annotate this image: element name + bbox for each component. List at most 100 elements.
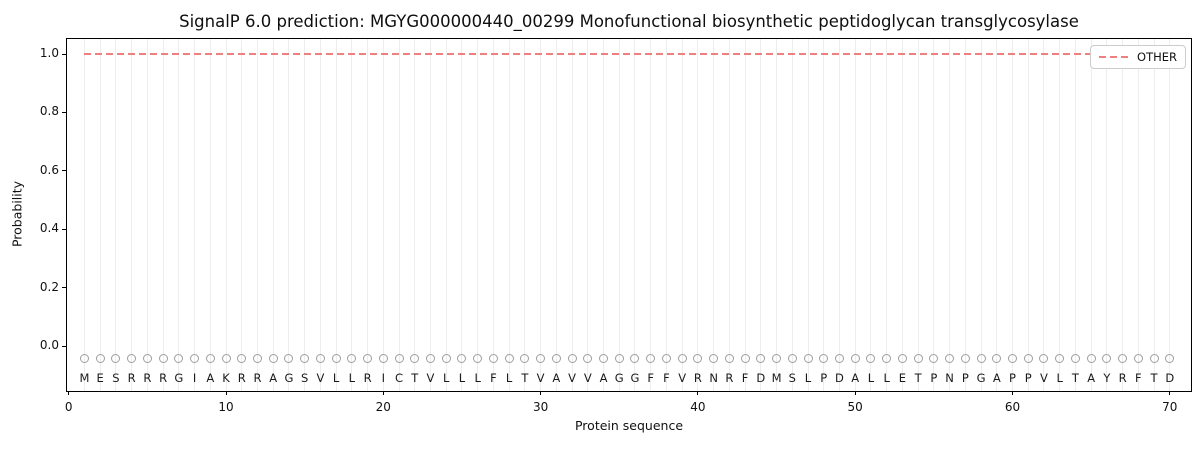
residue-marker-circle — [425, 353, 435, 363]
gridline — [1012, 39, 1013, 391]
residue-letter: K — [222, 371, 230, 385]
gridline — [319, 39, 321, 391]
residue-marker-circle — [268, 353, 278, 363]
gridline — [131, 39, 133, 391]
residue-marker-circle — [1118, 353, 1128, 363]
gridline — [382, 39, 384, 391]
residue-marker-circle — [1133, 353, 1143, 363]
gridline — [540, 39, 542, 391]
residue-marker-circle — [520, 353, 530, 363]
residue-letter: L — [505, 371, 513, 385]
residue-marker-circle — [410, 353, 420, 363]
gridline — [744, 39, 746, 391]
residue-marker-circle — [661, 353, 671, 363]
y-axis-label: Probability — [9, 180, 25, 248]
gridline — [1122, 39, 1124, 391]
y-tick-mark — [62, 228, 66, 230]
gridline — [634, 39, 636, 391]
gridline — [807, 39, 809, 391]
gridline — [618, 39, 620, 391]
gridline — [760, 39, 762, 391]
y-tick-label: 0.0 — [39, 338, 59, 352]
residue-letter: R — [725, 371, 734, 385]
gridline — [1027, 39, 1029, 391]
residue-letter: R — [127, 371, 136, 385]
gridline — [194, 39, 196, 391]
gridline — [209, 39, 211, 391]
residue-letter: R — [253, 371, 262, 385]
gridline — [508, 39, 510, 391]
residue-marker-circle — [567, 353, 577, 363]
residue-letter: L — [458, 371, 466, 385]
residue-marker-circle — [834, 353, 844, 363]
residue-letter: I — [381, 371, 385, 385]
residue-letter: A — [552, 371, 561, 385]
residue-letter: V — [583, 371, 592, 385]
residue-marker-circle — [913, 353, 923, 363]
x-tick-mark — [697, 391, 699, 395]
chart-title: SignalP 6.0 prediction: MGYG000000440_00… — [179, 12, 1079, 31]
y-tick-mark — [62, 287, 66, 289]
residue-letter: R — [693, 371, 702, 385]
residue-letter: L — [1056, 371, 1063, 385]
residue-letter: R — [237, 371, 246, 385]
residue-letter: D — [835, 371, 844, 385]
residue-marker-circle — [992, 353, 1002, 363]
x-tick-label: 0 — [64, 400, 73, 414]
y-tick-mark — [62, 111, 66, 113]
gridline — [854, 39, 856, 391]
residue-letter: E — [96, 371, 104, 385]
residue-letter: G — [284, 371, 294, 385]
residue-marker-circle — [866, 353, 876, 363]
residue-marker-circle — [347, 353, 357, 363]
gridline — [713, 39, 715, 391]
residue-marker-circle — [504, 353, 514, 363]
residue-letter: M — [771, 371, 782, 385]
x-tick-mark — [68, 391, 70, 395]
residue-letter: P — [1009, 371, 1016, 385]
residue-letter: L — [443, 371, 450, 385]
gridline — [587, 39, 589, 391]
gridline — [964, 39, 966, 391]
gridline — [791, 39, 793, 391]
residue-marker-circle — [630, 353, 640, 363]
gridline — [603, 39, 605, 391]
residue-letter: L — [804, 371, 812, 385]
residue-marker-circle — [1055, 353, 1065, 363]
residue-marker-circle — [1039, 353, 1049, 363]
residue-marker-circle — [803, 353, 813, 363]
gridline — [524, 39, 526, 391]
residue-marker-circle — [976, 353, 986, 363]
gridline — [414, 39, 416, 391]
y-tick-mark — [62, 53, 66, 55]
residue-letter: L — [474, 371, 481, 385]
residue-letter: V — [678, 371, 687, 385]
x-tick-label: 70 — [1162, 400, 1178, 414]
residue-marker-circle — [237, 353, 247, 363]
residue-letter: F — [663, 371, 670, 385]
residue-marker-circle — [583, 353, 593, 363]
gridline — [1074, 39, 1076, 391]
gridline — [256, 39, 258, 391]
residue-marker-circle — [79, 353, 89, 363]
residue-marker-circle — [158, 353, 168, 363]
residue-marker-circle — [205, 353, 215, 363]
residue-marker-circle — [331, 353, 341, 363]
residue-marker-circle — [284, 353, 294, 363]
residue-letter: M — [79, 371, 90, 385]
gridline — [886, 39, 888, 391]
x-tick-mark — [1012, 391, 1013, 395]
residue-letter: F — [1135, 371, 1142, 385]
residue-marker-circle — [441, 353, 451, 363]
residue-marker-circle — [221, 353, 231, 363]
gridline — [901, 39, 903, 391]
x-tick-mark — [1169, 391, 1171, 395]
residue-letter: C — [395, 371, 404, 385]
residue-letter: R — [1118, 371, 1127, 385]
legend-dashed-line-sample — [1099, 56, 1130, 58]
x-tick-mark — [225, 391, 227, 395]
gridline — [429, 39, 431, 391]
gridline — [162, 39, 164, 391]
gridline — [571, 39, 573, 391]
residue-marker-circle — [850, 353, 860, 363]
